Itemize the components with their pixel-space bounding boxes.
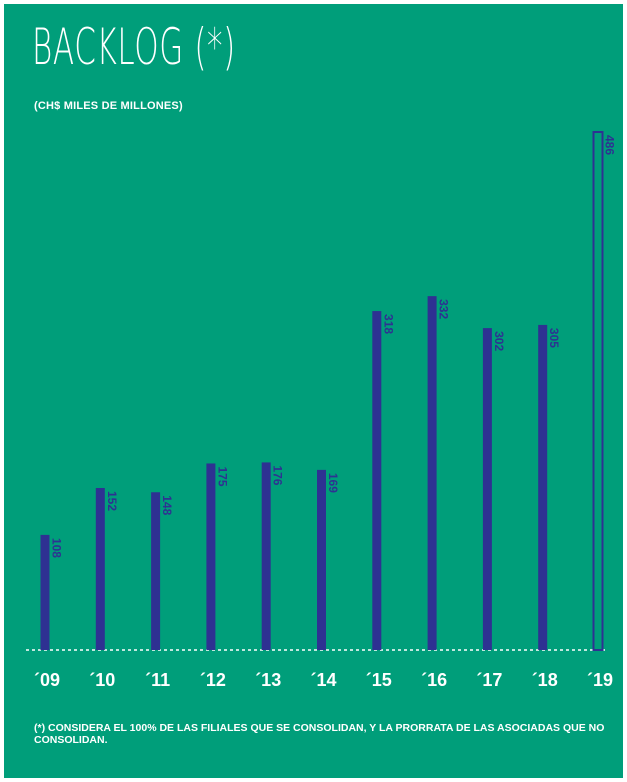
tick-label-8: ´17 bbox=[476, 670, 502, 690]
data-label-6: 318 bbox=[381, 314, 395, 334]
bar-9 bbox=[538, 324, 548, 650]
data-label-4: 176 bbox=[271, 465, 285, 485]
bar-10 bbox=[592, 131, 604, 651]
data-label-5: 169 bbox=[326, 473, 340, 493]
chart-subtitle: (CH$ MILES DE MILLONES) bbox=[34, 100, 183, 112]
bar-0 bbox=[40, 534, 50, 650]
bar-2 bbox=[151, 492, 161, 650]
chart-title: BACKLOG (*) bbox=[32, 18, 236, 76]
data-label-0: 108 bbox=[50, 538, 64, 558]
data-label-1: 152 bbox=[105, 491, 119, 511]
tick-label-1: ´10 bbox=[89, 670, 115, 690]
bar-chart: 108 ´09 152 ´10 148 ´11 175 ´12 176 ´13 169 ´14 318 ´… bbox=[26, 131, 617, 690]
chart-panel: BACKLOG (*) (CH$ MILES DE MILLONES) 108 ´… bbox=[4, 4, 623, 778]
data-label-7: 332 bbox=[437, 299, 451, 319]
tick-label-9: ´18 bbox=[532, 670, 558, 690]
bar-6 bbox=[372, 311, 382, 650]
tick-label-6: ´15 bbox=[366, 670, 392, 690]
tick-label-3: ´12 bbox=[200, 670, 226, 690]
bar-5 bbox=[317, 469, 326, 650]
data-label-8: 302 bbox=[492, 331, 506, 351]
chart-footnote: (*) CONSIDERA EL 100% DE LAS FILIALES QU… bbox=[34, 722, 605, 746]
tick-label-10: ´19 bbox=[587, 670, 613, 690]
data-label-10: 486 bbox=[603, 135, 617, 155]
bar-4 bbox=[261, 462, 271, 650]
bar-8 bbox=[482, 328, 492, 650]
tick-label-2: ´11 bbox=[145, 670, 170, 690]
bar-3 bbox=[206, 463, 216, 650]
tick-label-5: ´14 bbox=[310, 670, 336, 690]
tick-label-0: ´09 bbox=[34, 670, 60, 690]
data-label-9: 305 bbox=[547, 328, 561, 348]
tick-label-7: ´16 bbox=[421, 670, 447, 690]
data-label-3: 175 bbox=[215, 466, 229, 486]
data-label-2: 148 bbox=[160, 495, 174, 515]
bar-1 bbox=[95, 487, 105, 650]
bar-7 bbox=[427, 296, 437, 650]
tick-label-4: ´13 bbox=[255, 670, 281, 690]
